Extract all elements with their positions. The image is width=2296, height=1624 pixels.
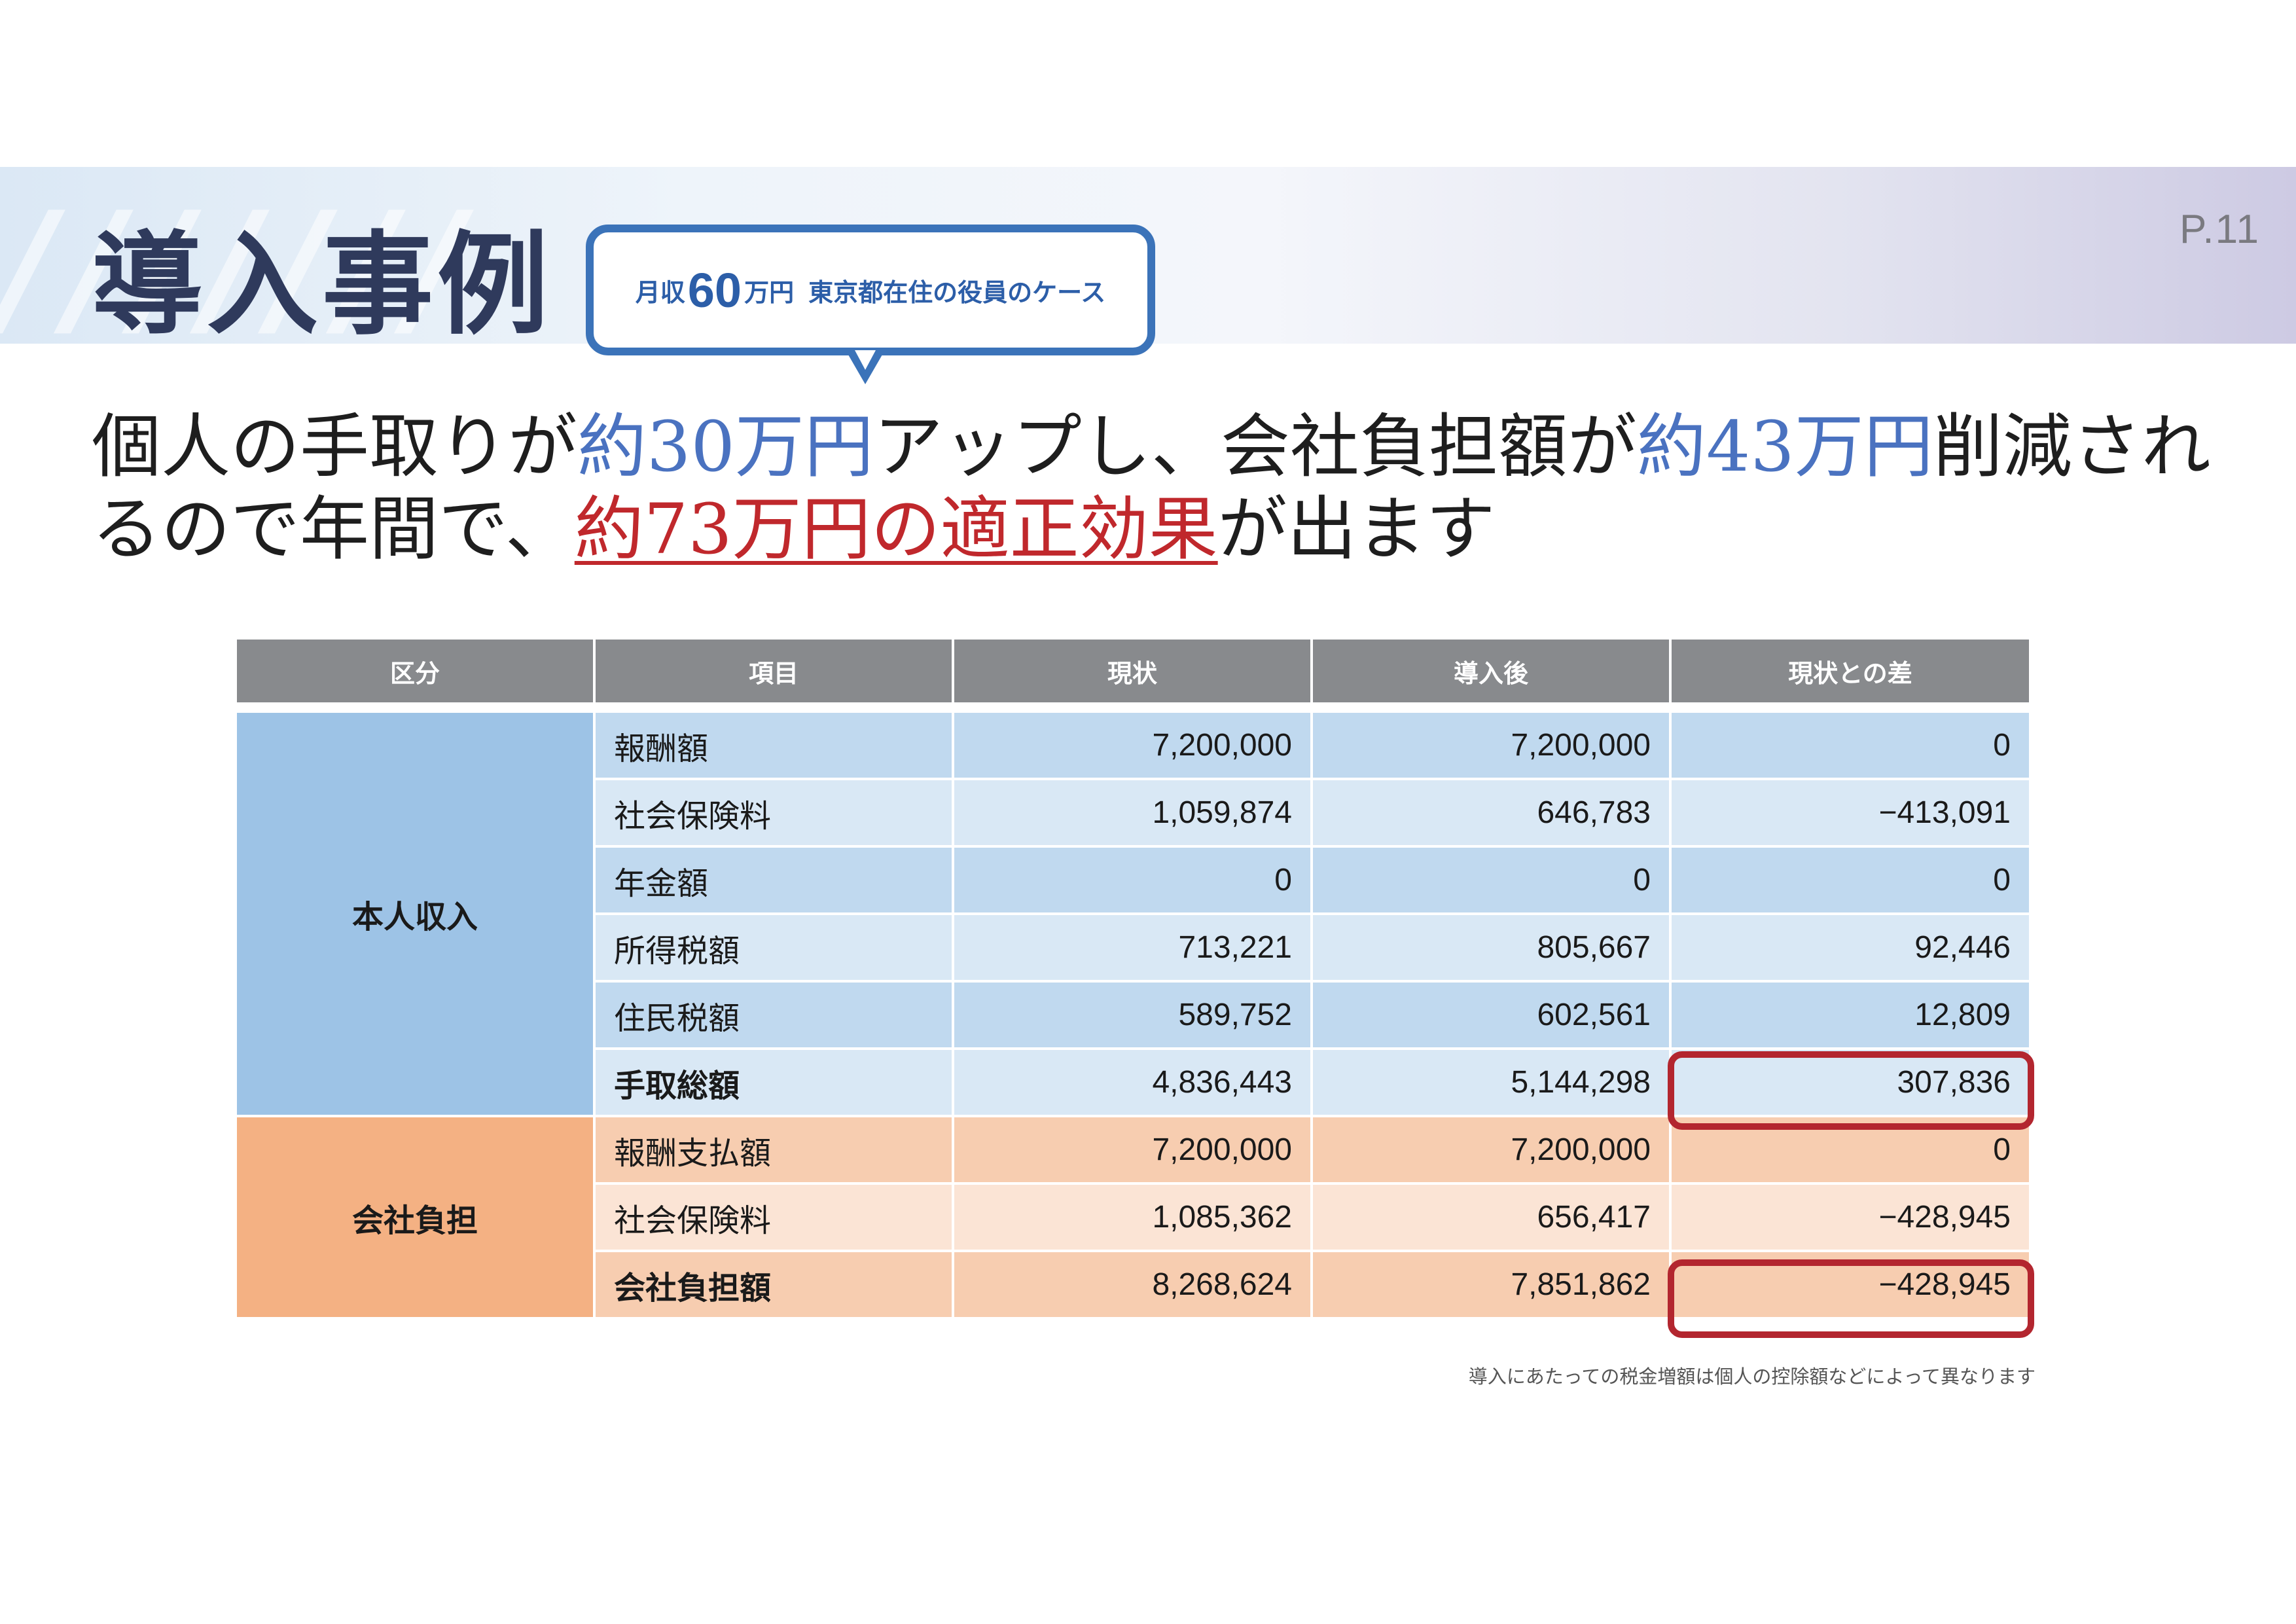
diff-cell: 0 [1669,845,2032,915]
category-company-burden: 会社負担 [234,1115,596,1320]
current-cell: 1,085,362 [952,1182,1313,1252]
current-cell: 1,059,874 [952,778,1313,848]
table-row: 会社負担 報酬支払額 7,200,000 7,200,000 0 [234,1115,2032,1320]
headline-highlight-3: 約73万円の適正効果 [574,489,1218,569]
table-row: 年金額 0 0 0 [236,845,2032,915]
callout-amount: 60 [687,262,742,317]
table-row: 社会保険料 1,085,362 656,417 −428,945 [236,1182,2032,1252]
item-cell: 所得税額 [593,912,954,983]
diff-cell: −428,945 [1669,1182,2032,1252]
headline-text-1: 個人の手取りが [92,406,577,487]
table-row: 本人収入 報酬額 7,200,000 7,200,000 0 [234,710,2032,1117]
highlight-box-takehome [1668,1051,2034,1130]
item-cell: 手取総額 [593,1047,954,1117]
current-cell: 4,836,443 [952,1047,1313,1117]
headline: 個人の手取りが約30万円アップし、会社負担額が約43万円削減されるので年間で、約… [92,406,2251,571]
table-row: 住民税額 589,752 602,561 12,809 [236,980,2032,1050]
item-cell: 社会保険料 [593,778,954,848]
page-title: 導入事例 [92,219,553,350]
table-header-row: 区分 項目 現状 導入後 現状との差 [234,637,2032,705]
headline-highlight-1: 約30万円 [577,406,874,487]
diff-cell: 307,836 [1669,1047,2032,1117]
current-cell: 8,268,624 [952,1250,1313,1320]
headline-text-4: が出ます [1217,489,1496,569]
table-row-total: 手取総額 4,836,443 5,144,298 307,836 [236,1047,2032,1117]
after-cell: 7,851,862 [1310,1250,1672,1320]
after-cell: 656,417 [1310,1182,1672,1252]
headline-text-2: アップし、会社負担額が [873,406,1637,487]
diff-cell: 0 [1669,710,2032,780]
table-row: 所得税額 713,221 805,667 92,446 [236,912,2032,983]
item-cell: 社会保険料 [593,1182,954,1252]
diff-cell: 12,809 [1669,980,2032,1050]
after-cell: 602,561 [1310,980,1672,1050]
item-cell: 年金額 [593,845,954,915]
headline-text-3: 削減されるので年間で、 [92,406,2211,569]
item-cell: 報酬額 [593,710,954,780]
after-cell: 5,144,298 [1310,1047,1672,1117]
footnote: 導入にあたっての税金増額は個人の控除額などによって異なります [1468,1365,2036,1388]
headline-highlight-2: 約43万円 [1636,406,1933,487]
after-cell: 7,200,000 [1310,710,1672,780]
after-cell: 0 [1310,845,1672,915]
callout-unit: 万円 [744,278,795,307]
current-cell: 713,221 [952,912,1313,983]
after-cell: 805,667 [1310,912,1672,983]
callout-prefix: 月収 [635,278,685,307]
header-current: 現状 [952,637,1313,705]
comparison-table: 区分 項目 現状 導入後 現状との差 本人収入 報酬額 7,200,000 7,… [234,637,2032,1320]
current-cell: 589,752 [952,980,1313,1050]
current-cell: 7,200,000 [952,1115,1313,1185]
table-row: 社会保険料 1,059,874 646,783 −413,091 [236,778,2032,848]
item-cell: 住民税額 [593,980,954,1050]
header-category: 区分 [234,637,596,705]
after-cell: 7,200,000 [1310,1115,1672,1185]
page-number: P.11 [2179,207,2260,252]
item-cell: 会社負担額 [593,1250,954,1320]
highlight-box-company-burden [1668,1259,2034,1338]
callout-description: 東京都在住の役員のケース [808,278,1106,307]
current-cell: 7,200,000 [952,710,1313,780]
category-personal-income: 本人収入 [234,710,596,1117]
diff-cell: 92,446 [1669,912,2032,983]
callout-tail [846,350,885,384]
current-cell: 0 [952,845,1313,915]
case-callout: 月収 60 万円 東京都在住の役員のケース [586,225,1155,355]
banner-decoration: /////// [0,181,477,355]
item-cell: 報酬支払額 [593,1115,954,1185]
diff-cell: −413,091 [1669,778,2032,848]
header-item: 項目 [593,637,954,705]
header-diff: 現状との差 [1669,637,2032,705]
header-after: 導入後 [1310,637,1672,705]
after-cell: 646,783 [1310,778,1672,848]
